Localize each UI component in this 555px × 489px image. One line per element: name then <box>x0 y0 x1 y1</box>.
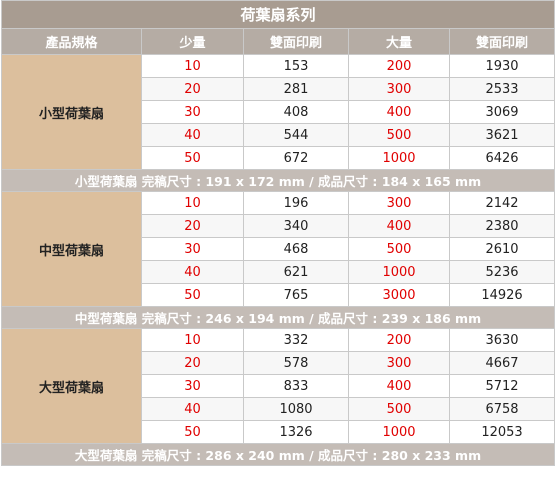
spec-text-medium: 中型荷葉扇 完稿尺寸 : 246 x 194 mm / 成品尺寸 : 239 x… <box>1 306 555 329</box>
table-row: 20 281 300 2533 <box>2 77 555 101</box>
large-qty-cell: 200 <box>348 328 450 352</box>
table-row: 30 408 400 3069 <box>2 100 555 124</box>
large-price-cell: 14926 <box>449 283 555 307</box>
header-small-price: 雙面印刷 <box>243 28 349 55</box>
small-price-cell: 332 <box>243 328 349 352</box>
small-qty-cell: 40 <box>141 123 244 147</box>
small-price-cell: 544 <box>243 123 349 147</box>
large-price-cell: 2533 <box>449 77 555 101</box>
large-price-cell: 3069 <box>449 100 555 124</box>
small-qty-cell: 10 <box>141 191 244 215</box>
small-qty-cell: 20 <box>141 77 244 101</box>
table-row: 40 544 500 3621 <box>2 123 555 147</box>
large-price-cell: 3621 <box>449 123 555 147</box>
table-header-row: 產品規格 少量 雙面印刷 大量 雙面印刷 <box>1 28 555 55</box>
small-qty-cell: 40 <box>141 260 244 284</box>
table-row: 小型荷葉扇 10 153 200 1930 <box>1 54 555 170</box>
small-price-cell: 340 <box>243 214 349 238</box>
price-table: 荷葉扇系列 產品規格 少量 雙面印刷 大量 雙面印刷 小型荷葉扇 10 153 200… <box>1 0 555 466</box>
small-qty-cell: 10 <box>141 328 244 352</box>
large-qty-cell: 300 <box>348 351 450 375</box>
small-qty-cell: 40 <box>141 397 244 421</box>
table-row: 40 1080 500 6758 <box>2 397 555 421</box>
large-qty-cell: 400 <box>348 214 450 238</box>
spec-row: 小型荷葉扇 完稿尺寸 : 191 x 172 mm / 成品尺寸 : 184 x… <box>1 169 555 192</box>
small-price-cell: 621 <box>243 260 349 284</box>
header-large-price: 雙面印刷 <box>449 28 555 55</box>
large-price-cell: 3630 <box>449 328 555 352</box>
small-price-cell: 281 <box>243 77 349 101</box>
small-price-cell: 1326 <box>243 420 349 444</box>
header-product-spec: 產品規格 <box>1 28 142 55</box>
large-qty-cell: 500 <box>348 123 450 147</box>
small-price-cell: 672 <box>243 146 349 170</box>
small-price-cell: 408 <box>243 100 349 124</box>
table-title-row: 荷葉扇系列 <box>1 0 555 29</box>
small-qty-cell: 20 <box>141 351 244 375</box>
table-title: 荷葉扇系列 <box>1 0 555 29</box>
small-qty-cell: 20 <box>141 214 244 238</box>
table-row: 大型荷葉扇 10 332 200 3630 <box>1 328 555 444</box>
product-label-large: 大型荷葉扇 <box>1 328 142 444</box>
large-qty-cell: 400 <box>348 100 450 124</box>
large-price-cell: 6426 <box>449 146 555 170</box>
table-body: 小型荷葉扇 10 153 200 1930 20 281 300 2533 30 408 400 306… <box>1 54 555 466</box>
large-price-cell: 5712 <box>449 374 555 398</box>
large-qty-cell: 300 <box>348 191 450 215</box>
small-qty-cell: 30 <box>141 100 244 124</box>
small-qty-cell: 50 <box>141 420 244 444</box>
spec-row: 大型荷葉扇 完稿尺寸 : 286 x 240 mm / 成品尺寸 : 280 x… <box>1 443 555 466</box>
small-price-cell: 196 <box>243 191 349 215</box>
small-price-cell: 833 <box>243 374 349 398</box>
spec-text-large: 大型荷葉扇 完稿尺寸 : 286 x 240 mm / 成品尺寸 : 280 x… <box>1 443 555 466</box>
large-price-cell: 2142 <box>449 191 555 215</box>
small-qty-cell: 30 <box>141 237 244 261</box>
large-qty-cell: 400 <box>348 374 450 398</box>
large-qty-cell: 3000 <box>348 283 450 307</box>
small-qty-cell: 30 <box>141 374 244 398</box>
table-row: 50 672 1000 6426 <box>2 146 555 170</box>
large-qty-cell: 1000 <box>348 260 450 284</box>
header-small-qty: 少量 <box>141 28 244 55</box>
large-price-cell: 1930 <box>449 54 555 78</box>
large-qty-cell: 500 <box>348 397 450 421</box>
spec-row: 中型荷葉扇 完稿尺寸 : 246 x 194 mm / 成品尺寸 : 239 x… <box>1 306 555 329</box>
spec-text-small: 小型荷葉扇 完稿尺寸 : 191 x 172 mm / 成品尺寸 : 184 x… <box>1 169 555 192</box>
large-qty-cell: 300 <box>348 77 450 101</box>
header-large-qty: 大量 <box>348 28 450 55</box>
large-price-cell: 5236 <box>449 260 555 284</box>
small-price-cell: 765 <box>243 283 349 307</box>
small-price-cell: 468 <box>243 237 349 261</box>
small-qty-cell: 50 <box>141 283 244 307</box>
large-qty-cell: 500 <box>348 237 450 261</box>
product-label-small: 小型荷葉扇 <box>1 54 142 170</box>
product-label-medium: 中型荷葉扇 <box>1 191 142 307</box>
small-qty-cell: 50 <box>141 146 244 170</box>
large-price-cell: 4667 <box>449 351 555 375</box>
large-qty-cell: 1000 <box>348 146 450 170</box>
large-qty-cell: 200 <box>348 54 450 78</box>
small-qty-cell: 10 <box>141 54 244 78</box>
table-row: 20 578 300 4667 <box>2 351 555 375</box>
small-price-cell: 578 <box>243 351 349 375</box>
small-price-cell: 1080 <box>243 397 349 421</box>
large-price-cell: 2610 <box>449 237 555 261</box>
large-qty-cell: 1000 <box>348 420 450 444</box>
table-row: 中型荷葉扇 10 196 300 2142 <box>1 191 555 307</box>
large-price-cell: 2380 <box>449 214 555 238</box>
table-row: 40 621 1000 5236 <box>2 260 555 284</box>
large-price-cell: 6758 <box>449 397 555 421</box>
large-price-cell: 12053 <box>449 420 555 444</box>
small-price-cell: 153 <box>243 54 349 78</box>
